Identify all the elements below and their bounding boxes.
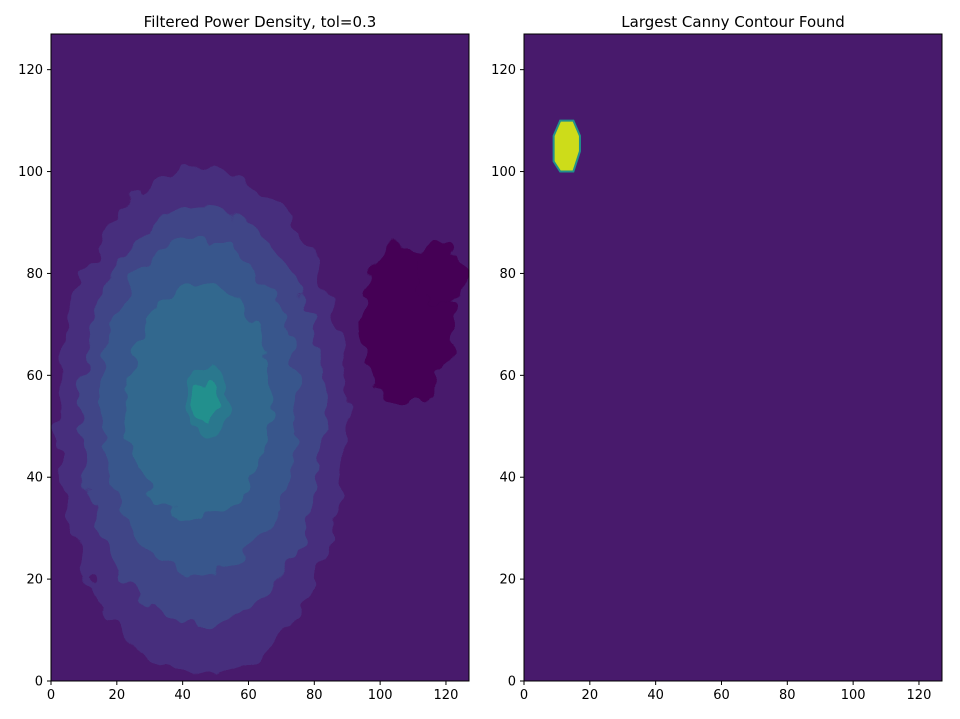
left-panel-title: Filtered Power Density, tol=0.3 (144, 13, 377, 31)
y-tick-label: 60 (26, 369, 43, 384)
left-density-regions (57, 166, 466, 676)
x-tick-label: 120 (434, 688, 459, 703)
density-contours (57, 166, 466, 676)
left-plot-frame (50, 33, 470, 682)
y-tick-label: 20 (26, 573, 43, 588)
x-tick-label: 100 (841, 688, 866, 703)
x-tick-label: 20 (109, 688, 126, 703)
x-tick-label: 120 (907, 688, 932, 703)
x-tick-label: 40 (647, 688, 664, 703)
y-tick-label: 100 (491, 165, 516, 180)
right-panel: Largest Canny Contour Found 0 20 40 60 80 100… (491, 13, 943, 703)
y-tick-label: 120 (18, 63, 43, 78)
y-tick-label: 40 (26, 471, 43, 486)
density-level-0-region (413, 242, 466, 305)
x-tick-label: 100 (368, 688, 393, 703)
x-tick-label: 60 (240, 688, 257, 703)
left-panel: Filtered Power Density, tol=0.3 0 20 40 60 8… (18, 13, 470, 703)
x-tick-label: 0 (47, 688, 55, 703)
left-y-axis: 0 20 40 60 80 100 120 (18, 63, 51, 690)
y-tick-label: 0 (35, 675, 43, 690)
y-tick-label: 0 (508, 675, 516, 690)
x-tick-label: 80 (779, 688, 796, 703)
right-contour-layer (552, 119, 581, 173)
left-x-axis: 0 20 40 60 80 100 120 (47, 681, 459, 703)
right-x-axis: 0 20 40 60 80 100 120 (520, 681, 932, 703)
y-tick-label: 60 (499, 369, 516, 384)
y-tick-label: 100 (18, 165, 43, 180)
x-tick-label: 40 (174, 688, 191, 703)
x-tick-label: 0 (520, 688, 528, 703)
right-y-axis: 0 20 40 60 80 100 120 (491, 63, 524, 690)
density-level-7-region (195, 380, 216, 422)
y-tick-label: 40 (499, 471, 516, 486)
largest-contour-blob (552, 119, 581, 173)
y-tick-label: 80 (26, 267, 43, 282)
right-plot-background (524, 34, 942, 681)
x-tick-label: 80 (306, 688, 323, 703)
y-tick-label: 20 (499, 573, 516, 588)
right-plot-frame (523, 33, 943, 682)
y-tick-label: 80 (499, 267, 516, 282)
x-tick-label: 60 (713, 688, 730, 703)
right-panel-title: Largest Canny Contour Found (621, 13, 844, 31)
x-tick-label: 20 (582, 688, 599, 703)
y-tick-label: 120 (491, 63, 516, 78)
